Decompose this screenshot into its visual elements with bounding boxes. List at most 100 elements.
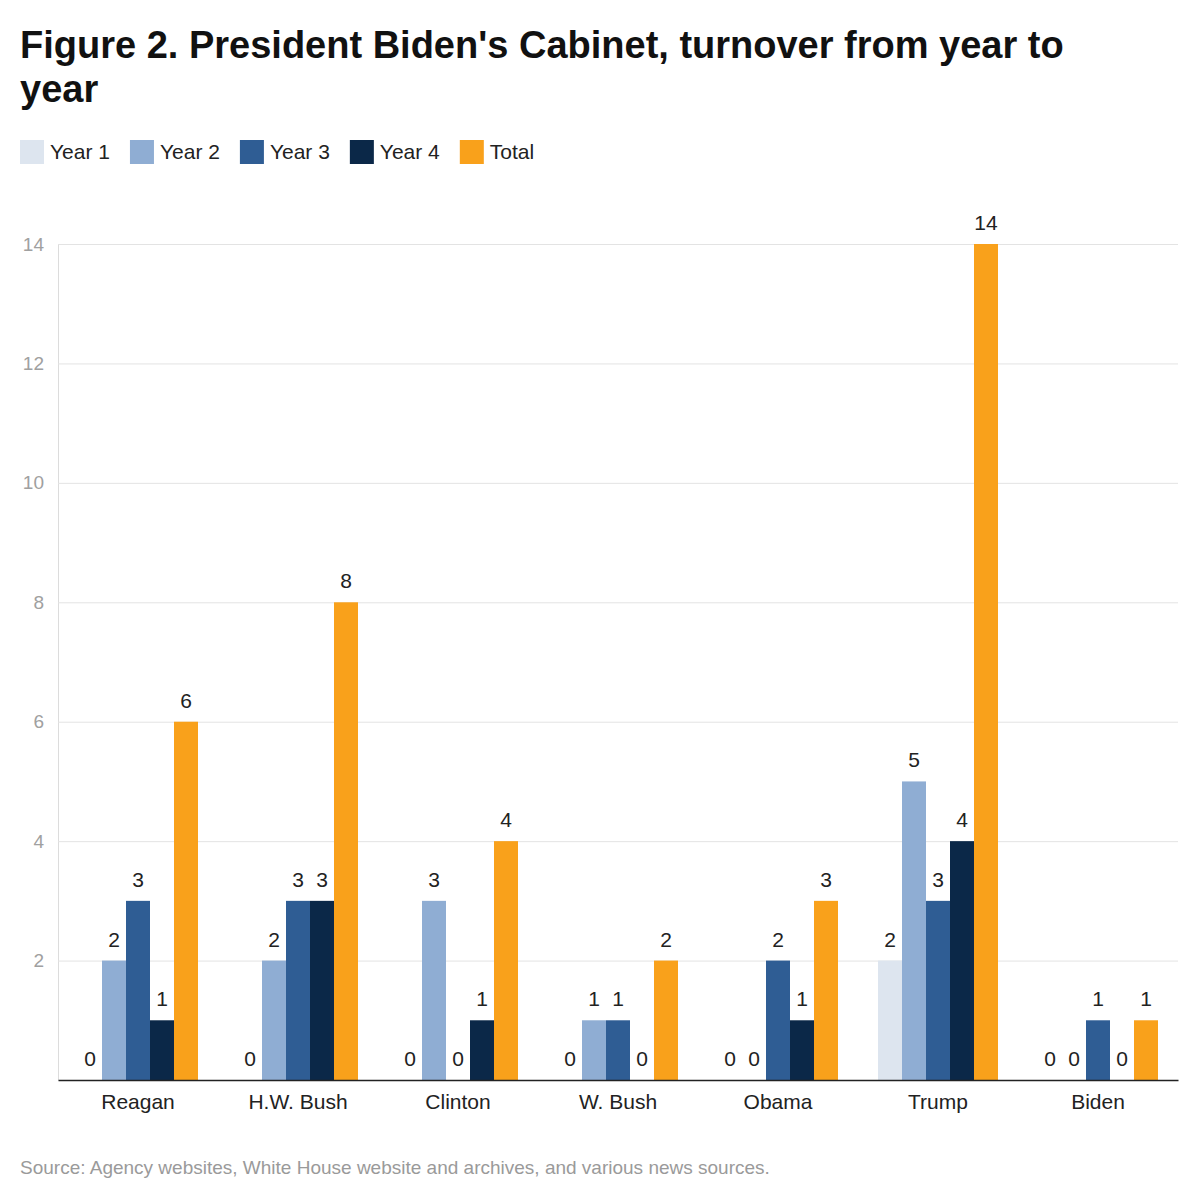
bar	[766, 961, 790, 1080]
legend-label: Year 1	[50, 140, 110, 163]
bar	[926, 901, 950, 1080]
bars	[102, 244, 1158, 1080]
bar	[974, 244, 998, 1080]
legend-swatch	[20, 140, 44, 164]
legend-swatch	[460, 140, 484, 164]
data-label: 0	[748, 1047, 760, 1070]
data-label: 4	[956, 808, 968, 831]
x-tick-label: Reagan	[101, 1090, 175, 1113]
y-tick-label: 2	[33, 950, 44, 971]
x-tick: Biden	[1071, 1080, 1125, 1113]
data-label: 2	[108, 928, 120, 951]
data-label: 1	[1092, 987, 1104, 1010]
legend-item: Year 3	[240, 140, 330, 164]
legend: Year 1 Year 2 Year 3 Year 4 Total	[20, 140, 534, 164]
legend-item: Year 2	[130, 140, 220, 164]
data-label: 2	[884, 928, 896, 951]
data-label: 0	[636, 1047, 648, 1070]
x-tick-label: Trump	[908, 1090, 968, 1113]
data-labels: 000002022310503301231131014068423141	[84, 211, 1152, 1070]
legend-item: Total	[460, 140, 534, 164]
bar	[126, 901, 150, 1080]
legend-label: Total	[490, 140, 534, 163]
bar	[1086, 1020, 1110, 1080]
data-label: 3	[316, 868, 328, 891]
data-label: 0	[1068, 1047, 1080, 1070]
data-label: 3	[428, 868, 440, 891]
y-axis: 2468101214	[23, 234, 1178, 1081]
legend-item: Year 4	[350, 140, 440, 164]
bar	[950, 841, 974, 1080]
legend-item: Year 1	[20, 140, 110, 164]
bar	[470, 1020, 494, 1080]
y-tick: 6	[33, 711, 1178, 732]
y-tick-label: 10	[23, 472, 44, 493]
data-label: 4	[500, 808, 512, 831]
y-tick: 2	[33, 950, 1178, 971]
legend-swatch	[240, 140, 264, 164]
bar	[654, 961, 678, 1080]
y-tick: 10	[23, 472, 1178, 493]
y-tick-label: 6	[33, 711, 44, 732]
data-label: 0	[564, 1047, 576, 1070]
data-label: 0	[724, 1047, 736, 1070]
data-label: 0	[84, 1047, 96, 1070]
grid-line	[58, 841, 1178, 842]
x-tick-label: Obama	[744, 1090, 813, 1113]
data-label: 3	[820, 868, 832, 891]
grid-line	[58, 363, 1178, 364]
data-label: 3	[292, 868, 304, 891]
bar	[878, 961, 902, 1080]
data-label: 1	[156, 987, 168, 1010]
x-tick-label: H.W. Bush	[248, 1090, 347, 1113]
data-label: 3	[932, 868, 944, 891]
bar	[334, 602, 358, 1080]
data-label: 0	[244, 1047, 256, 1070]
bar	[150, 1020, 174, 1080]
x-tick-label: Clinton	[425, 1090, 490, 1113]
y-tick: 14	[23, 234, 1178, 255]
data-label: 2	[772, 928, 784, 951]
legend-label: Year 2	[160, 140, 220, 163]
data-label: 1	[1140, 987, 1152, 1010]
data-label: 8	[340, 569, 352, 592]
y-tick-label: 8	[33, 592, 44, 613]
grid-line	[58, 961, 1178, 962]
bar	[310, 901, 334, 1080]
bar	[494, 841, 518, 1080]
x-tick: Trump	[908, 1080, 968, 1113]
bar	[582, 1020, 606, 1080]
data-label: 1	[476, 987, 488, 1010]
x-axis-line	[59, 1080, 1179, 1082]
data-label: 6	[180, 689, 192, 712]
x-tick: H.W. Bush	[248, 1080, 347, 1113]
y-tick-label: 14	[23, 234, 45, 255]
bar	[102, 961, 126, 1080]
x-tick: Clinton	[425, 1080, 490, 1113]
data-label: 2	[660, 928, 672, 951]
bar	[174, 722, 198, 1080]
y-axis-line	[58, 245, 59, 1081]
bar	[902, 781, 926, 1080]
bar	[790, 1020, 814, 1080]
data-label: 1	[588, 987, 600, 1010]
data-label: 14	[974, 211, 998, 234]
data-label: 1	[796, 987, 808, 1010]
grid-line	[58, 244, 1178, 245]
bar	[1134, 1020, 1158, 1080]
data-label: 2	[268, 928, 280, 951]
data-label: 0	[1044, 1047, 1056, 1070]
data-label: 1	[612, 987, 624, 1010]
title: Figure 2. President Biden's Cabinet, tur…	[20, 24, 1064, 110]
data-label: 0	[404, 1047, 416, 1070]
grid-line	[58, 483, 1178, 484]
y-tick: 8	[33, 592, 1178, 613]
legend-label: Year 4	[380, 140, 440, 163]
x-tick-label: Biden	[1071, 1090, 1125, 1113]
bar	[262, 961, 286, 1080]
grid-line	[58, 602, 1178, 603]
data-label: 0	[452, 1047, 464, 1070]
bar	[422, 901, 446, 1080]
y-tick: 4	[33, 831, 1178, 852]
x-tick-label: W. Bush	[579, 1090, 657, 1113]
